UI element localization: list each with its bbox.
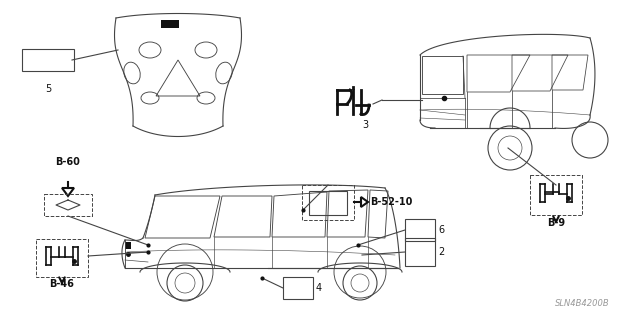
Text: B-52-10: B-52-10 <box>370 197 412 207</box>
Text: 3: 3 <box>362 120 368 130</box>
Bar <box>22 49 74 71</box>
Text: 4: 4 <box>316 283 322 293</box>
Bar <box>309 191 347 215</box>
Bar <box>44 194 92 216</box>
Text: B-9: B-9 <box>547 218 565 228</box>
Bar <box>405 219 435 241</box>
Bar <box>283 277 313 299</box>
Text: 5: 5 <box>45 84 51 94</box>
Bar <box>530 175 582 215</box>
Text: 6: 6 <box>438 225 444 235</box>
Bar <box>302 184 354 219</box>
Bar <box>36 239 88 277</box>
Text: B-46: B-46 <box>49 279 74 289</box>
Text: 2: 2 <box>438 247 444 257</box>
Bar <box>161 20 179 28</box>
Text: SLN4B4200B: SLN4B4200B <box>556 299 610 308</box>
Text: B-60: B-60 <box>56 157 81 167</box>
Bar <box>125 241 131 249</box>
Bar <box>405 238 435 266</box>
